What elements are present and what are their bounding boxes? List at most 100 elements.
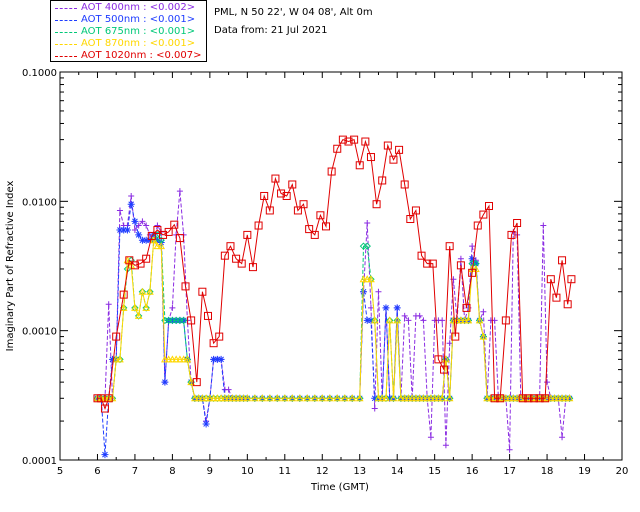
data-point-triangle: [400, 394, 409, 402]
legend-label: AOT 1020nm : <0.007>: [81, 50, 202, 61]
data-point-star: [101, 451, 109, 459]
data-point-square: [423, 259, 432, 268]
data-point-square: [484, 202, 493, 211]
data-point-triangle: [359, 275, 368, 283]
data-point-triangle: [445, 394, 454, 402]
legend-item-675nm: AOT 675nm : <0.001>: [51, 26, 206, 38]
data-point-triangle: [191, 394, 199, 402]
data-point-star: [213, 355, 221, 363]
data-point-star: [566, 394, 574, 402]
data-point-triangle: [232, 394, 240, 402]
data-point-triangle: [295, 394, 304, 402]
data-point-triangle: [404, 394, 413, 402]
data-point-plus: [506, 446, 513, 453]
data-point-triangle: [408, 394, 417, 402]
data-point-triangle: [318, 394, 327, 402]
data-point-star: [138, 236, 146, 244]
data-point-plus: [364, 219, 371, 226]
data-point-triangle: [427, 394, 435, 402]
data-point-plus: [469, 243, 476, 250]
legend-item-1020nm: AOT 1020nm : <0.007>: [51, 50, 206, 62]
data-point-plus: [420, 317, 427, 324]
data-point-square: [445, 242, 454, 251]
data-point-square: [428, 259, 437, 268]
data-point-square: [434, 355, 443, 364]
data-point-triangle: [265, 394, 274, 402]
data-point-square: [338, 135, 347, 144]
data-point-triangle: [194, 394, 203, 402]
data-point-triangle: [176, 355, 184, 363]
legend-item-400nm: AOT 400nm : <0.002>: [51, 2, 206, 14]
data-point-triangle: [453, 316, 461, 324]
data-point-triangle: [505, 394, 514, 402]
legend-item-870nm: AOT 870nm : <0.001>: [51, 38, 206, 50]
data-point-star: [386, 394, 394, 402]
x-tick-label: 17: [503, 466, 516, 477]
data-point-triangle: [119, 303, 128, 311]
x-tick-label: 11: [278, 466, 291, 477]
data-point-triangle: [187, 378, 195, 386]
data-point-plus: [480, 308, 487, 315]
data-point-square: [513, 218, 522, 227]
data-point-triangle: [382, 394, 390, 402]
data-point-square: [355, 161, 364, 170]
data-point-star: [468, 255, 476, 263]
data-point-plus: [169, 304, 176, 311]
y-axis-label: Imaginary Part of Refractive Index: [5, 181, 16, 352]
data-point-triangle: [243, 394, 252, 402]
x-tick-label: 8: [169, 466, 175, 477]
data-point-triangle: [550, 394, 559, 402]
data-point-square: [260, 191, 269, 200]
data-point-triangle: [561, 394, 570, 402]
data-point-triangle: [303, 394, 312, 402]
data-point-square: [293, 206, 302, 215]
y-tick-label: 0.1000: [22, 68, 57, 79]
data-point-square: [282, 191, 291, 200]
data-point-plus: [540, 222, 547, 229]
data-point-square: [243, 230, 252, 239]
x-tick-label: 7: [132, 466, 138, 477]
data-point-triangle: [348, 394, 357, 402]
data-point-triangle: [412, 394, 420, 402]
data-point-square: [558, 256, 567, 265]
data-point-square: [518, 394, 527, 403]
data-point-square: [468, 268, 477, 277]
data-point-plus: [154, 222, 161, 229]
data-point-square: [316, 211, 325, 220]
data-point-square: [215, 332, 224, 341]
series-2: [93, 200, 574, 459]
data-point-triangle: [419, 394, 428, 402]
data-point-triangle: [423, 394, 432, 402]
series-line: [97, 204, 570, 455]
data-point-square: [265, 206, 274, 215]
data-point-plus: [116, 207, 123, 214]
data-point-square: [389, 155, 398, 164]
x-tick-label: 18: [541, 466, 554, 477]
data-point-triangle: [509, 394, 518, 402]
data-point-square: [192, 378, 201, 387]
data-point-square: [181, 282, 190, 291]
data-point-triangle: [367, 275, 375, 283]
data-point-triangle: [280, 394, 289, 402]
data-point-triangle: [172, 355, 180, 363]
data-point-square: [479, 210, 488, 219]
x-tick-label: 9: [207, 466, 213, 477]
data-point-diamond: [464, 316, 473, 325]
data-point-square: [203, 311, 212, 320]
data-point-star: [393, 304, 401, 312]
data-point-plus: [427, 434, 434, 441]
data-point-triangle: [202, 394, 210, 402]
data-point-square: [400, 180, 409, 189]
data-point-triangle: [142, 303, 151, 311]
data-point-triangle: [213, 394, 222, 402]
data-point-triangle: [558, 394, 566, 402]
data-point-triangle: [546, 394, 555, 402]
data-point-triangle: [134, 311, 143, 319]
data-point-triangle: [325, 394, 334, 402]
data-point-triangle: [310, 394, 319, 402]
data-point-triangle: [513, 394, 521, 402]
data-point-plus: [367, 304, 374, 311]
data-point-square: [170, 220, 179, 229]
